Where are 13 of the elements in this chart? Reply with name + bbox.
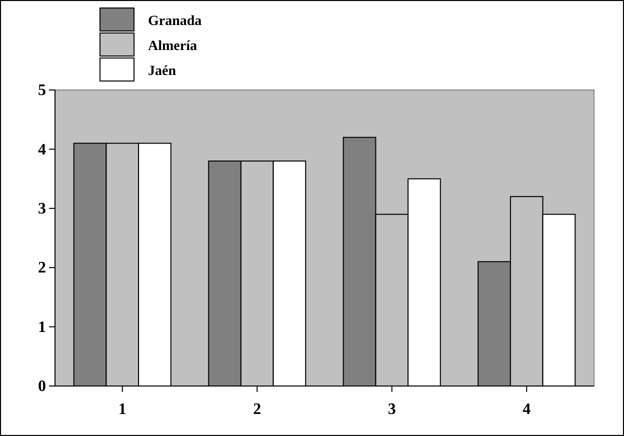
legend-label: Almería <box>148 39 197 54</box>
y-tick-label: 3 <box>38 200 46 218</box>
y-tick-label: 0 <box>38 378 46 396</box>
y-tick-label: 4 <box>38 141 46 158</box>
x-tick-label: 2 <box>253 401 262 418</box>
x-tick-label: 4 <box>522 401 531 418</box>
x-tick-label: 3 <box>388 401 396 418</box>
y-tick-label: 2 <box>38 260 46 277</box>
y-tick-label: 1 <box>38 318 46 336</box>
legend-label: Granada <box>148 14 202 29</box>
y-tick-label: 5 <box>38 82 46 100</box>
legend-label: Jaén <box>148 64 176 79</box>
x-tick-label: 1 <box>118 401 126 418</box>
